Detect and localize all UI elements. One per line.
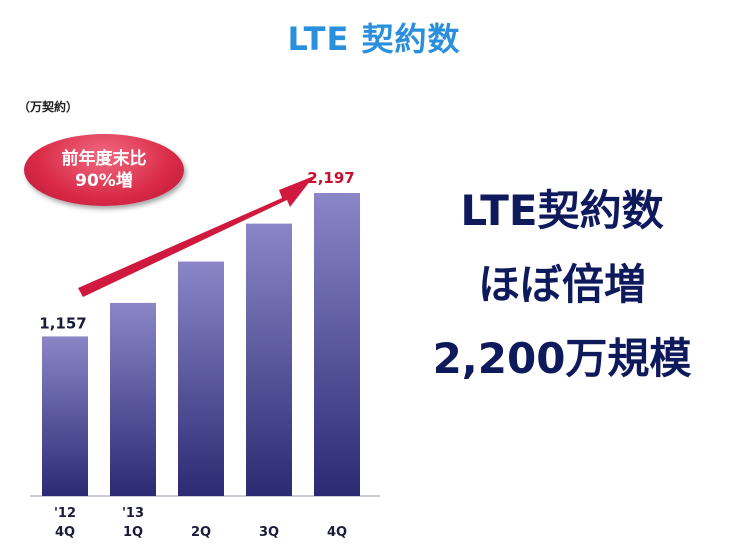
x-tick-label-3-2: 2Q	[191, 525, 211, 540]
headline-line-1: LTE契約数	[460, 186, 664, 235]
badge-line-2: 90%増	[75, 171, 133, 191]
data-label-1: 1,157	[39, 314, 86, 332]
headline-line-3: 2,200万規模	[432, 334, 692, 383]
bar-1	[42, 336, 88, 496]
badge-line-1: 前年度末比	[61, 149, 147, 169]
x-tick-label-4-2: 3Q	[259, 525, 279, 540]
bar-4	[246, 223, 292, 497]
x-tick-label-1-1: '12	[54, 506, 76, 521]
bar-3	[178, 261, 224, 496]
x-tick-label-2-2: 1Q	[123, 525, 143, 540]
bar-5	[314, 193, 360, 496]
y-axis-unit-label: （万契約）	[18, 100, 79, 114]
growth-badge: 前年度末比 90%増	[24, 134, 184, 206]
x-tick-label-1-2: 4Q	[55, 525, 75, 540]
x-tick-label-5-2: 4Q	[327, 525, 347, 540]
growth-arrow	[78, 176, 314, 297]
bar-2	[110, 302, 156, 496]
x-tick-label-2-1: '13	[122, 506, 144, 521]
headline-line-2: ほぼ倍増	[477, 260, 646, 309]
data-label-5: 2,197	[307, 169, 354, 187]
slide-title: LTE 契約数	[287, 20, 461, 58]
